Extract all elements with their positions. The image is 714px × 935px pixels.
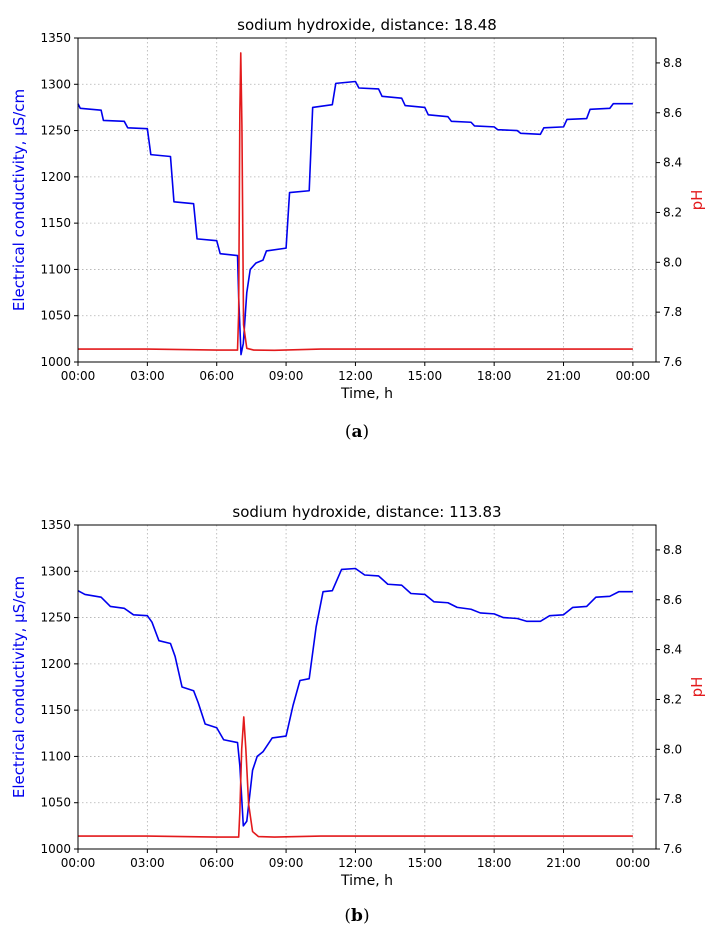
chart-panel-b: 00:00 03:00 06:00 09:00 12:00 15:00 18:00 21:00… (0, 486, 714, 935)
x-tick-label: 03:00 (130, 856, 165, 870)
y-right-tick-label: 8.4 (663, 156, 682, 170)
x-tick-label: 12:00 (338, 369, 373, 383)
x-tick-label: 09:00 (269, 856, 304, 870)
chart-b-svg: 00:00 03:00 06:00 09:00 12:00 15:00 18:00 21:00… (10, 503, 706, 889)
x-tick-label: 06:00 (199, 856, 234, 870)
x-tick-label: 18:00 (477, 856, 512, 870)
y-right-tick-label: 8.2 (663, 205, 682, 219)
y-left-tick-label: 1200 (40, 657, 71, 671)
x-tick-label: 00:00 (61, 856, 96, 870)
conductivity-series-line (77, 80, 633, 356)
y-left-tick-label: 1150 (40, 703, 71, 717)
x-tick-label: 18:00 (477, 369, 512, 383)
y-right-tick-label: 8.8 (663, 56, 682, 70)
y-right-tick-label: 8.2 (663, 692, 682, 706)
y-left-tick-label: 1350 (40, 518, 71, 532)
y-left-tick-label: 1300 (40, 564, 71, 578)
y-right-tick-label: 8.6 (663, 593, 682, 607)
y-left-tick-label: 1000 (40, 355, 71, 369)
y-right-tick-label: 7.6 (663, 842, 682, 856)
x-tick-label: 21:00 (546, 369, 581, 383)
x-tick-label: 00:00 (61, 369, 96, 383)
y-left-tick-label: 1150 (40, 216, 71, 230)
y-left-tick-label: 1050 (40, 309, 71, 323)
chart-title: sodium hydroxide, distance: 113.83 (232, 503, 501, 521)
y-left-tick-label: 1100 (40, 262, 71, 276)
y-right-axis-label: pH (688, 190, 706, 211)
y-right-tick-label: 8.8 (663, 543, 682, 557)
x-tick-label: 12:00 (338, 856, 373, 870)
ph-series-line (78, 716, 633, 838)
x-axis-label: Time, h (340, 386, 393, 402)
y-left-axis-label: Electrical conductivity, μS/cm (10, 89, 28, 311)
y-left-tick-label: 1100 (40, 749, 71, 763)
chart-panel-a: 00:00 03:00 06:00 09:00 12:00 15:00 18:00 21:00… (0, 0, 714, 465)
x-tick-label: 09:00 (269, 369, 304, 383)
plot-frame (77, 37, 657, 363)
caption-a-label: a (351, 422, 363, 442)
y-left-tick-label: 1300 (40, 77, 71, 91)
y-left-tick-label: 1250 (40, 611, 71, 625)
x-tick-label: 06:00 (199, 369, 234, 383)
x-tick-label: 21:00 (546, 856, 581, 870)
caption-b: (b) (344, 906, 370, 926)
y-right-axis-label: pH (688, 677, 706, 698)
ph-series-line (78, 52, 633, 352)
x-axis-label: Time, h (340, 873, 393, 889)
x-tick-label: 15:00 (408, 369, 443, 383)
y-right-tick-label: 8.6 (663, 106, 682, 120)
y-left-tick-label: 1000 (40, 842, 71, 856)
chart-a-svg: 00:00 03:00 06:00 09:00 12:00 15:00 18:00 21:00… (10, 16, 706, 402)
conductivity-series-line (77, 567, 633, 827)
y-left-tick-label: 1200 (40, 170, 71, 184)
y-left-tick-label: 1350 (40, 31, 71, 45)
y-right-tick-label: 8.0 (663, 742, 682, 756)
y-right-tick-label: 7.6 (663, 355, 682, 369)
x-tick-label: 00:00 (616, 369, 651, 383)
x-tick-label: 00:00 (616, 856, 651, 870)
plot-frame (77, 524, 657, 850)
y-right-tick-label: 7.8 (663, 792, 682, 806)
y-right-tick-label: 7.8 (663, 305, 682, 319)
x-tick-label: 03:00 (130, 369, 165, 383)
y-right-tick-label: 8.4 (663, 643, 682, 657)
caption-b-label: b (351, 906, 363, 926)
y-left-tick-label: 1050 (40, 796, 71, 810)
y-left-tick-label: 1250 (40, 124, 71, 138)
caption-a: (a) (344, 422, 370, 442)
chart-title: sodium hydroxide, distance: 18.48 (237, 16, 497, 34)
y-left-axis-label: Electrical conductivity, μS/cm (10, 576, 28, 798)
x-tick-label: 15:00 (408, 856, 443, 870)
y-right-tick-label: 8.0 (663, 255, 682, 269)
